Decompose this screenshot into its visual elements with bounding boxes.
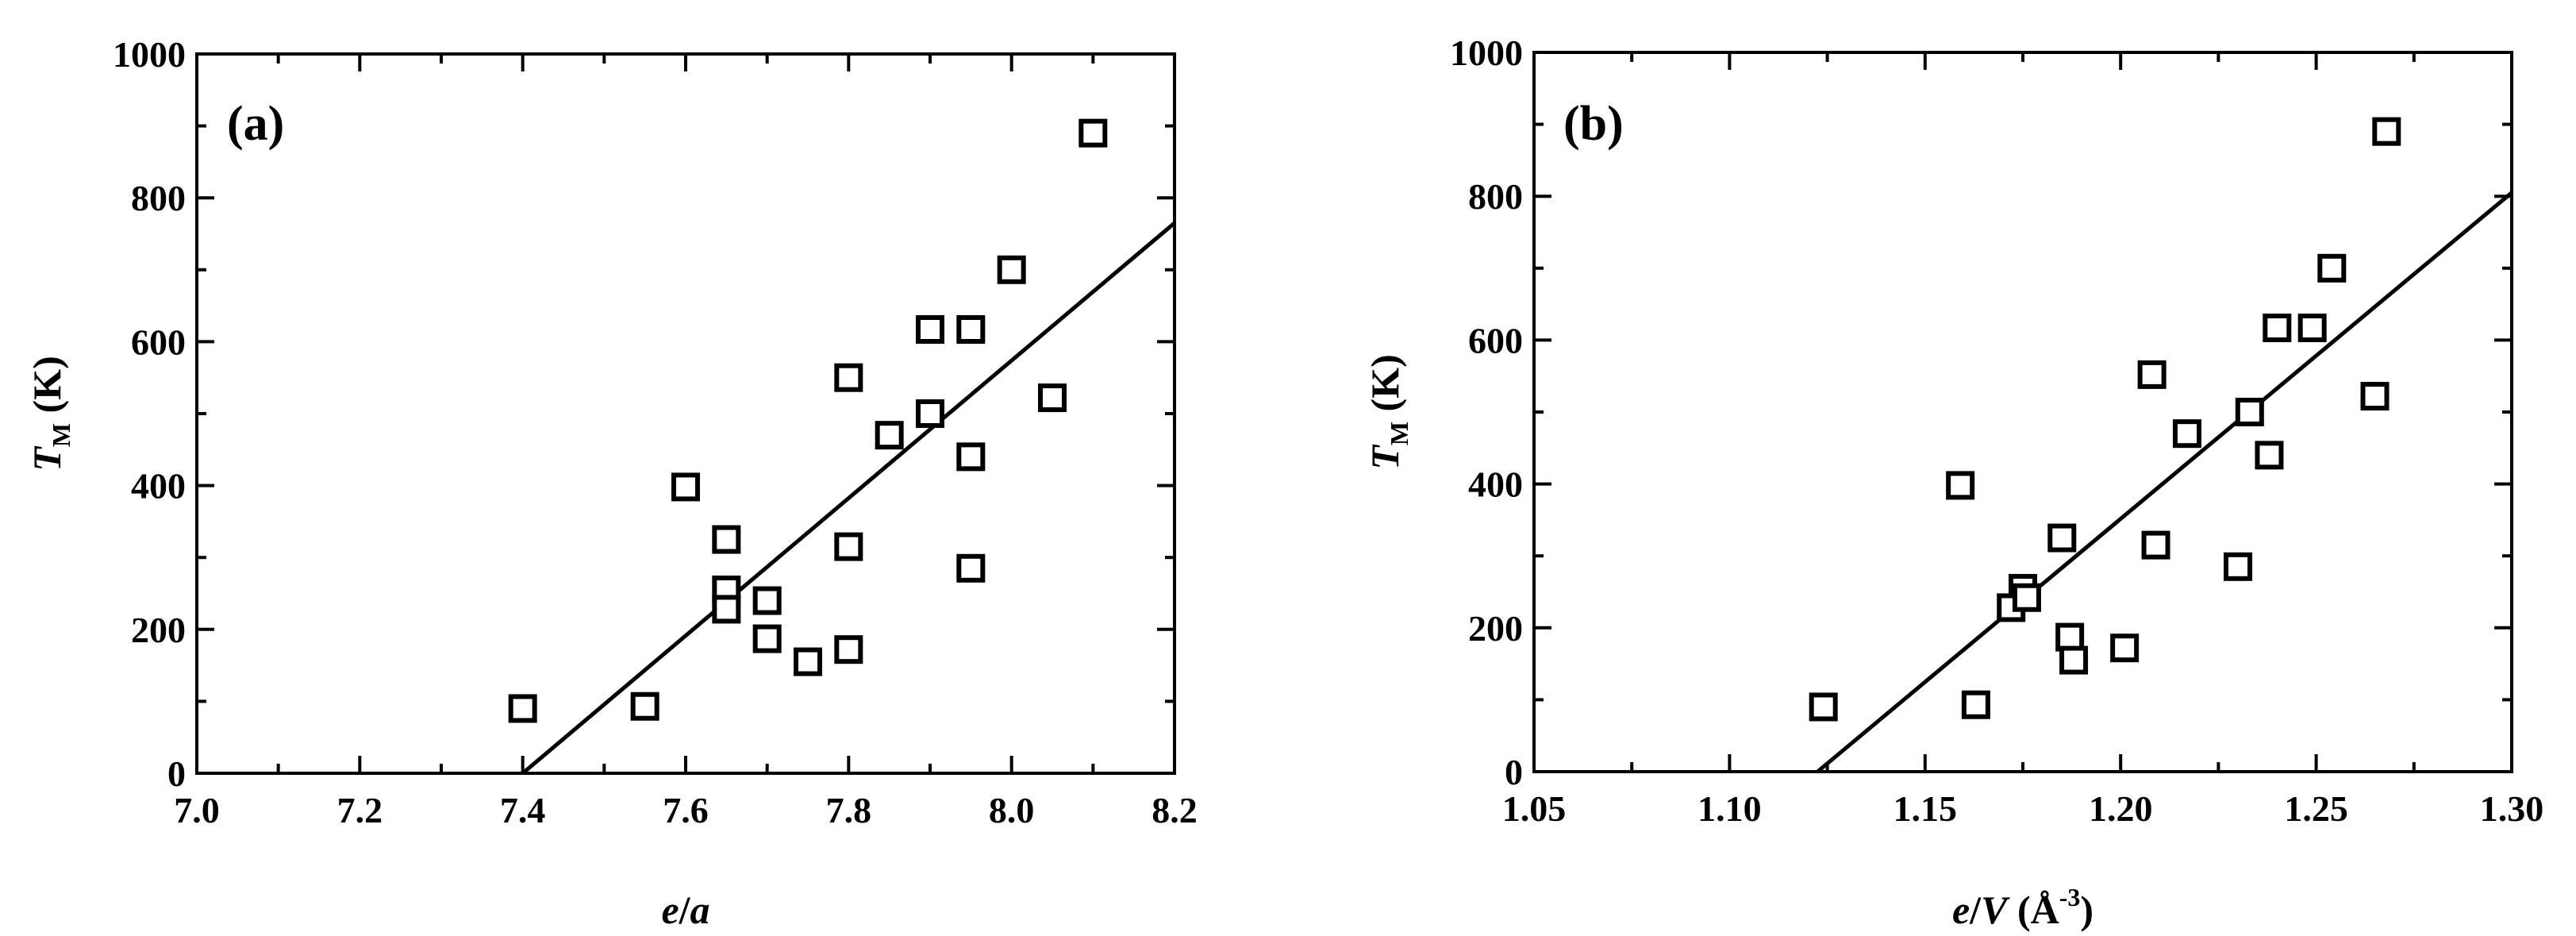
plot-frame-b: [1532, 51, 2513, 773]
y-tick-label-a: 800: [131, 178, 186, 218]
data-point-b: [1809, 692, 1838, 722]
data-point-a: [752, 586, 782, 615]
y-tick-label-a: 0: [167, 753, 186, 794]
plot-frame-a: [195, 52, 1176, 775]
fit-line-a: [521, 221, 1176, 775]
data-point-a: [875, 421, 904, 450]
x-tick-label-a: 8.2: [1152, 790, 1198, 830]
data-point-a: [508, 694, 537, 723]
x-tick-label-a: 7.8: [826, 790, 872, 830]
axis-ticks-b: [1532, 51, 2513, 773]
data-point-b: [2317, 253, 2347, 283]
y-tick-labels-b: 0 200 400 600 800 1000: [1450, 33, 1523, 792]
y-tick-label-a: 200: [131, 610, 186, 650]
x-tick-labels-a: 7.0 7.2 7.4 7.6 7.8 8.0 8.2: [174, 790, 1198, 830]
x-tick-label-b: 1.20: [2089, 788, 2153, 829]
data-point-a: [956, 314, 986, 344]
data-point-a: [752, 624, 782, 653]
data-point-b: [2141, 530, 2170, 560]
data-point-a: [834, 532, 863, 561]
data-point-b: [2012, 583, 2041, 612]
y-tick-label-b: 0: [1505, 752, 1523, 792]
x-tick-label-a: 7.4: [500, 790, 546, 830]
data-point-a: [1038, 383, 1067, 413]
y-tick-label-b: 400: [1468, 464, 1523, 505]
x-tick-label-a: 8.0: [989, 790, 1035, 830]
data-point-b: [2224, 552, 2253, 581]
x-tick-label-b: 1.25: [2284, 788, 2348, 829]
chart-panel-a: 7.0 7.2 7.4 7.6 7.8 8.0 8.2 02004006008001000 …: [25, 34, 1198, 932]
data-point-b: [2297, 313, 2327, 342]
data-point-b: [2047, 523, 2077, 553]
data-point-b: [2235, 398, 2264, 426]
data-point-a: [834, 363, 863, 392]
data-point-a: [997, 255, 1026, 284]
data-point-a: [712, 595, 741, 624]
chart-panel-b: 1.05 1.10 1.15 1.20 1.25 1.30 0 200 400 600 800 10…: [1363, 33, 2543, 932]
data-points-b: [1809, 117, 2401, 722]
y-tick-label-a: 1000: [113, 34, 186, 75]
data-point-b: [2110, 634, 2140, 663]
data-point-a: [671, 472, 700, 502]
data-point-b: [2255, 441, 2284, 470]
x-axis-label-b: e/V (Å-3): [1952, 883, 2093, 932]
data-point-a: [712, 525, 741, 554]
y-tick-label-a: 600: [131, 322, 186, 362]
y-axis-label-a: TM (K): [25, 356, 75, 471]
data-point-b: [2055, 622, 2085, 652]
x-tick-label-b: 1.10: [1697, 788, 1762, 829]
data-point-b: [2263, 313, 2292, 342]
data-point-b: [1946, 471, 1975, 500]
y-tick-label-b: 800: [1468, 176, 1523, 217]
y-tick-labels-a: 0 200 400 600 800 1000: [113, 34, 186, 794]
panel-label-b: (b): [1563, 97, 1624, 151]
data-point-a: [630, 691, 659, 721]
x-tick-label-a: 7.2: [337, 790, 383, 830]
x-tick-label-a: 7.0: [174, 790, 220, 830]
data-point-a: [1078, 118, 1108, 148]
data-point-a: [916, 399, 944, 428]
data-point-b: [2172, 419, 2201, 449]
data-point-a: [956, 553, 986, 583]
x-tick-label-a: 7.6: [663, 790, 709, 830]
data-point-b: [2059, 645, 2089, 675]
y-tick-label-b: 600: [1468, 320, 1523, 360]
y-tick-label-a: 400: [131, 466, 186, 507]
y-tick-label-b: 1000: [1450, 33, 1523, 73]
data-point-a: [834, 635, 863, 664]
y-tick-label-b: 200: [1468, 608, 1523, 649]
data-point-b: [1961, 690, 1990, 719]
x-axis-label-a: e/a: [661, 888, 709, 932]
y-axis-label-b: TM (K): [1363, 354, 1413, 469]
x-tick-label-b: 1.15: [1894, 788, 1958, 829]
x-tick-labels-b: 1.05 1.10 1.15 1.20 1.25 1.30: [1502, 788, 2544, 829]
data-points-a: [508, 118, 1108, 723]
panel-label-a: (a): [227, 97, 284, 151]
data-point-b: [2372, 117, 2401, 146]
axis-ticks-a: [195, 52, 1176, 775]
data-point-b: [2137, 360, 2167, 389]
fit-line-b: [1816, 191, 2513, 773]
data-point-a: [794, 647, 822, 676]
data-point-a: [916, 314, 944, 344]
x-tick-label-b: 1.30: [2480, 788, 2544, 829]
x-tick-label-b: 1.05: [1502, 788, 1567, 829]
data-point-a: [956, 442, 986, 472]
data-point-b: [2360, 382, 2390, 411]
